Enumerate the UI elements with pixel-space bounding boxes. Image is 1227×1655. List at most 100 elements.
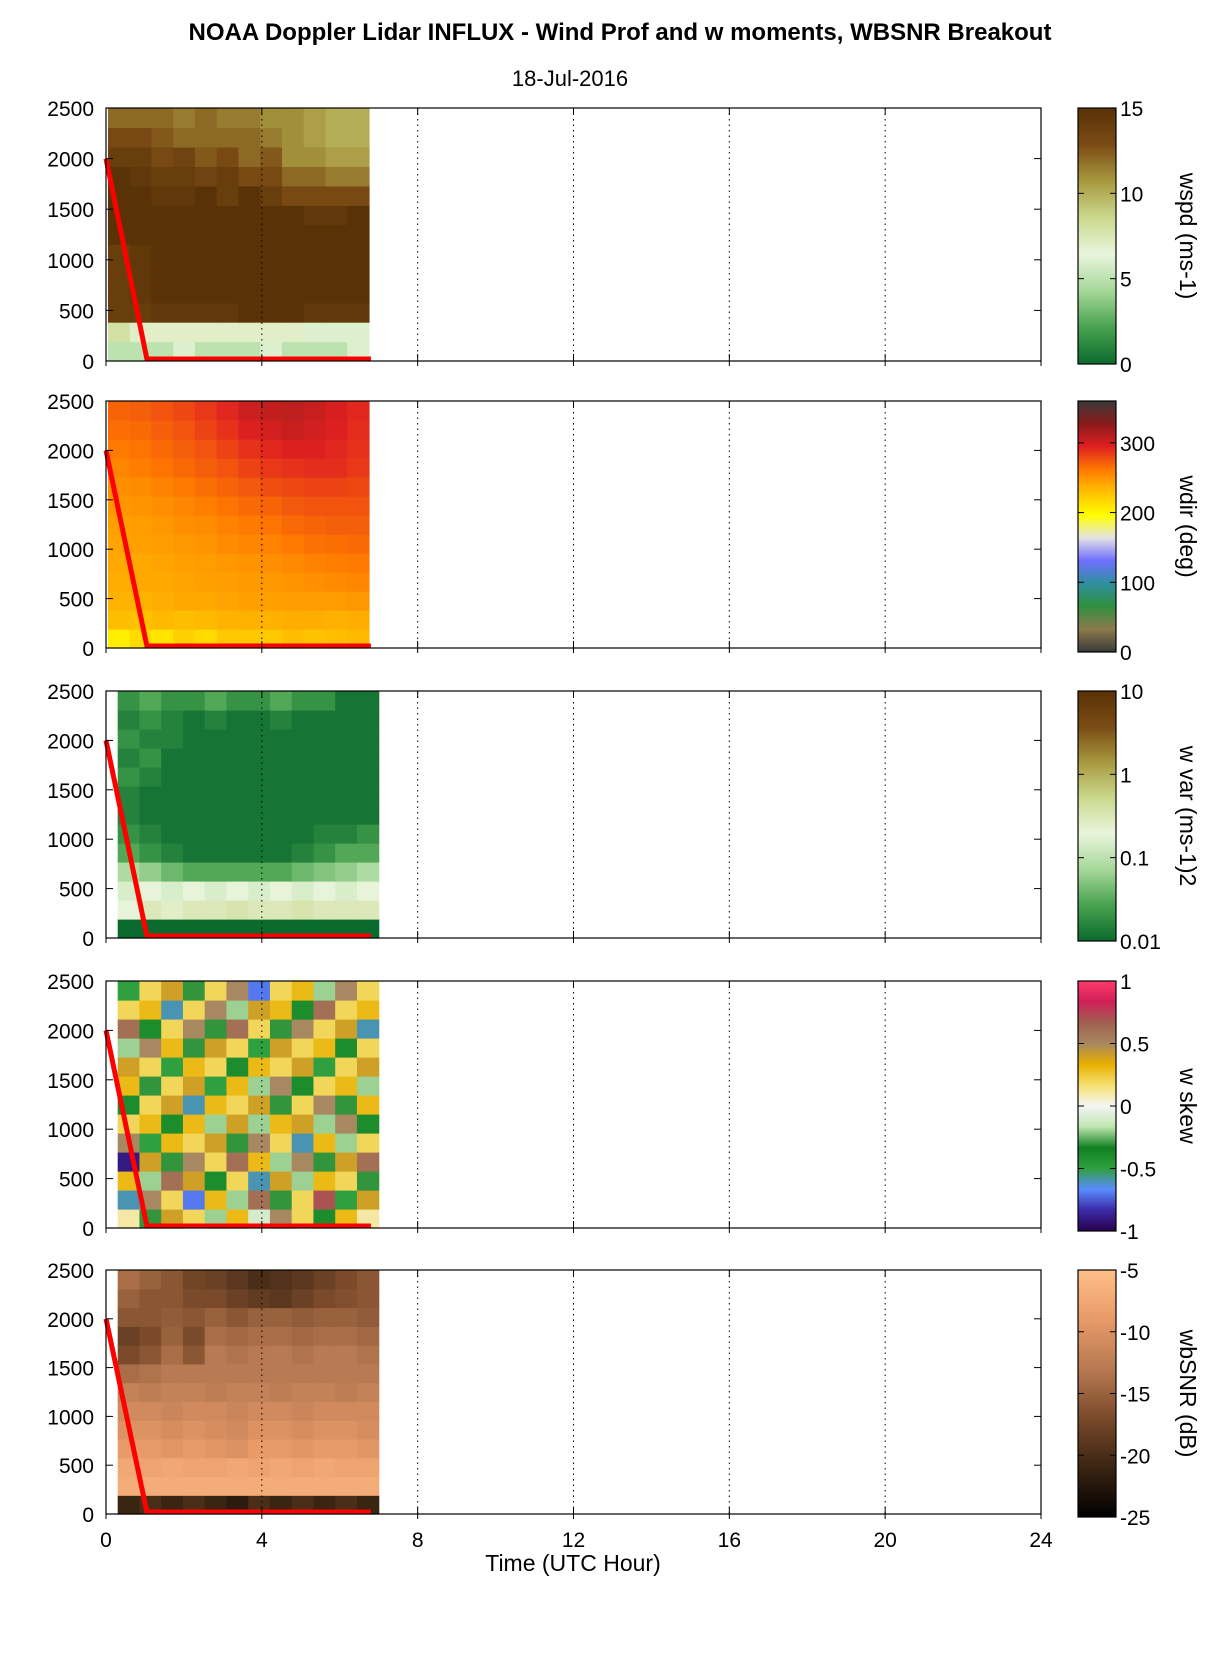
heatmap-cell <box>216 496 240 516</box>
heatmap-cell <box>182 1171 206 1191</box>
heatmap-cell <box>226 786 249 806</box>
heatmap-cell <box>139 1326 162 1346</box>
heatmap-cell <box>194 322 218 343</box>
heatmap-cell <box>335 1019 358 1039</box>
colorbar <box>1077 690 1117 942</box>
heatmap-cell <box>347 553 370 573</box>
heatmap-cell <box>303 224 327 245</box>
heatmap-cell <box>151 515 174 535</box>
x-tick-label: 12 <box>562 1529 585 1552</box>
heatmap-cell <box>291 748 315 768</box>
heatmap-cell <box>204 1038 228 1058</box>
heatmap-cell <box>173 108 196 129</box>
heatmap-cell <box>260 127 283 148</box>
y-tick-label: 1000 <box>47 539 94 562</box>
heatmap-cell <box>269 710 293 730</box>
heatmap-cell <box>161 786 184 806</box>
heatmap-cell <box>204 981 228 1001</box>
heatmap-cell <box>226 1076 249 1096</box>
heatmap-cell <box>335 1270 358 1290</box>
heatmap-cell <box>226 1171 249 1191</box>
heatmap-cell <box>182 1382 206 1402</box>
heatmap-cell <box>313 824 336 844</box>
heatmap-cell <box>161 862 184 882</box>
heatmap-cell <box>248 1038 271 1058</box>
heatmap-cell <box>291 1000 315 1020</box>
heatmap-cell <box>226 1326 249 1346</box>
heatmap-cell <box>238 572 261 592</box>
colorbar-label: wspd (ms-1) <box>1175 172 1201 300</box>
heatmap-cell <box>238 496 261 516</box>
heatmap-cell <box>151 458 174 478</box>
heatmap-cell <box>182 981 206 1001</box>
colorbar <box>1077 400 1117 653</box>
heatmap-cell <box>313 981 336 1001</box>
heatmap-cell <box>173 610 196 630</box>
heatmap-cell <box>291 824 315 844</box>
heatmap-cell <box>248 1152 271 1172</box>
heatmap-cell <box>204 1057 228 1077</box>
y-tick-label: 500 <box>59 589 94 612</box>
heatmap-cell <box>335 1000 358 1020</box>
heatmap-cell <box>216 127 240 148</box>
heatmap-cell <box>107 146 131 167</box>
heatmap-cell <box>238 127 261 148</box>
heatmap-cell <box>216 146 240 167</box>
y-tick-label: 2500 <box>47 391 94 414</box>
heatmap-cell <box>173 244 196 265</box>
heatmap-cell <box>161 1152 184 1172</box>
colorbar-tick-label: 100 <box>1120 572 1155 595</box>
heatmap-cell <box>325 591 348 611</box>
heatmap-cell <box>356 900 380 920</box>
heatmap-cell <box>173 185 196 206</box>
heatmap-cell <box>151 166 174 187</box>
heatmap-cell <box>347 420 370 440</box>
heatmap-cell <box>335 786 358 806</box>
heatmap-cell <box>248 1345 271 1365</box>
heatmap-cell <box>313 1190 336 1210</box>
heatmap-cell <box>260 283 283 304</box>
heatmap-cell <box>139 862 162 882</box>
heatmap-cell <box>347 322 370 343</box>
heatmap-cell <box>238 108 261 129</box>
heatmap-cell <box>313 1420 336 1440</box>
heatmap-cell <box>269 1057 293 1077</box>
heatmap-cell <box>204 1171 228 1191</box>
heatmap-cell <box>173 496 196 516</box>
heatmap-cell <box>356 1114 380 1134</box>
heatmap-cell <box>161 1076 184 1096</box>
colorbar-tick-label: 1 <box>1120 971 1132 994</box>
heatmap-cell <box>303 439 327 459</box>
heatmap-cell <box>335 1363 358 1384</box>
heatmap-cell <box>139 1307 162 1327</box>
heatmap-cell <box>291 1363 315 1384</box>
heatmap-cell <box>173 477 196 497</box>
heatmap-cell <box>161 710 184 730</box>
heatmap-cell <box>313 1307 336 1327</box>
heatmap-cell <box>269 862 293 882</box>
heatmap-cell <box>161 1133 184 1153</box>
heatmap-cell <box>161 1057 184 1077</box>
heatmap-cell <box>303 477 327 497</box>
heatmap-cell <box>151 420 174 440</box>
heatmap-cell <box>216 534 240 554</box>
heatmap-cell <box>335 729 358 749</box>
heatmap-cell <box>248 1019 271 1039</box>
heatmap-cell <box>226 1401 249 1421</box>
heatmap-cell <box>291 1382 315 1402</box>
y-tick-label: 1500 <box>47 1358 94 1381</box>
x-tick-label: 8 <box>412 1529 424 1552</box>
heatmap-cell <box>226 881 249 901</box>
heatmap-cell <box>335 1133 358 1153</box>
heatmap-cell <box>129 263 153 284</box>
heatmap-cell <box>129 224 153 245</box>
heatmap-cell <box>325 610 348 630</box>
heatmap-cell <box>117 1345 141 1365</box>
heatmap-cell <box>313 691 336 711</box>
heatmap-cell <box>173 572 196 592</box>
heatmap-cell <box>129 420 153 440</box>
heatmap-cell <box>204 786 228 806</box>
heatmap-cell <box>182 1288 206 1309</box>
heatmap-cell <box>161 1326 184 1346</box>
heatmap-cell <box>107 322 131 343</box>
